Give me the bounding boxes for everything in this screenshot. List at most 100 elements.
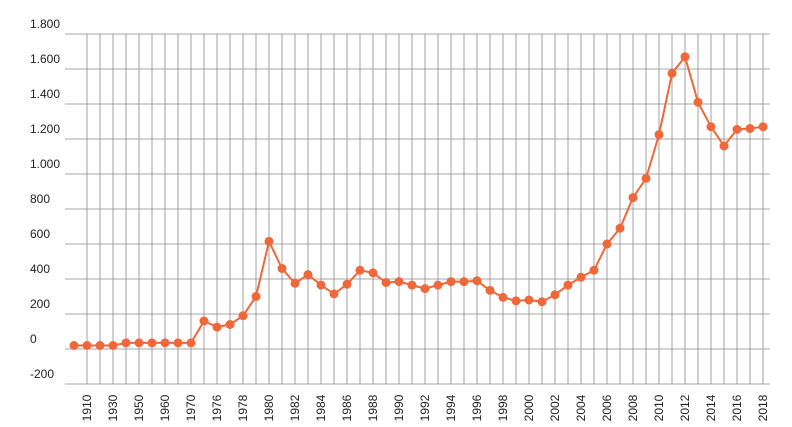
data-point[interactable]: [173, 338, 183, 348]
x-tick-label: 1982: [288, 394, 302, 421]
x-tick-label: 1986: [340, 394, 354, 421]
data-point[interactable]: [303, 270, 313, 280]
data-point[interactable]: [550, 290, 560, 300]
x-tick-label: 1950: [132, 394, 146, 421]
x-tick-label: 2006: [600, 394, 614, 421]
data-point[interactable]: [641, 173, 651, 183]
y-tick-label: -200: [30, 367, 54, 381]
x-axis-tick-labels: 1910 1930 1950 1960 1970 1976 1978 1980 1982 1984…: [80, 394, 770, 421]
y-tick-label: 1.800: [30, 17, 60, 31]
data-point[interactable]: [290, 278, 300, 288]
data-point[interactable]: [394, 277, 404, 287]
y-tick-label: 600: [30, 227, 50, 241]
x-tick-label: 1984: [314, 394, 328, 421]
data-point[interactable]: [511, 296, 521, 306]
y-tick-label: 0: [30, 332, 37, 346]
data-point[interactable]: [693, 97, 703, 107]
data-point[interactable]: [498, 292, 508, 302]
x-tick-label: 2002: [548, 394, 562, 421]
x-tick-label: 2016: [730, 394, 744, 421]
data-point[interactable]: [407, 280, 417, 290]
data-point[interactable]: [69, 341, 79, 350]
x-tick-label: 1996: [470, 394, 484, 421]
y-tick-label: 400: [30, 262, 50, 276]
data-point[interactable]: [225, 320, 235, 329]
x-tick-label: 2008: [626, 394, 640, 421]
x-tick-label: 1980: [262, 394, 276, 421]
data-point[interactable]: [147, 338, 157, 348]
data-point[interactable]: [459, 277, 469, 287]
y-tick-label: 1.400: [30, 87, 60, 101]
data-point[interactable]: [628, 193, 638, 203]
y-tick-label: 1.000: [30, 157, 60, 171]
data-point[interactable]: [251, 292, 261, 301]
x-tick-label: 1998: [496, 394, 510, 421]
data-point[interactable]: [615, 223, 625, 233]
x-tick-label: 2012: [678, 394, 692, 421]
x-tick-label: 1976: [210, 394, 224, 421]
y-tick-label: 1.200: [30, 122, 60, 136]
x-tick-label: 1990: [392, 394, 406, 421]
x-tick-label: 1930: [106, 394, 120, 421]
data-point[interactable]: [563, 280, 573, 290]
data-point[interactable]: [160, 338, 170, 348]
x-tick-label: 1910: [80, 394, 94, 421]
data-point[interactable]: [368, 268, 378, 278]
data-point[interactable]: [537, 297, 547, 307]
data-point[interactable]: [732, 124, 742, 134]
data-point[interactable]: [199, 316, 209, 326]
x-tick-label: 1970: [184, 394, 198, 421]
data-point[interactable]: [667, 68, 677, 78]
data-point[interactable]: [420, 284, 430, 294]
data-point[interactable]: [316, 280, 326, 290]
data-point[interactable]: [238, 311, 248, 321]
data-point[interactable]: [706, 122, 716, 132]
data-point[interactable]: [745, 124, 755, 133]
data-point[interactable]: [576, 272, 586, 282]
data-point[interactable]: [719, 141, 729, 151]
x-tick-label: 2018: [756, 394, 770, 421]
data-point[interactable]: [329, 289, 339, 299]
data-point[interactable]: [433, 280, 443, 290]
y-tick-label: 1.600: [30, 52, 60, 66]
x-tick-label: 1992: [418, 394, 432, 421]
data-point[interactable]: [264, 236, 274, 246]
data-point[interactable]: [524, 295, 534, 305]
data-point[interactable]: [602, 239, 612, 249]
data-point[interactable]: [186, 338, 196, 348]
data-point[interactable]: [680, 52, 690, 62]
data-point[interactable]: [134, 338, 144, 348]
data-point[interactable]: [121, 338, 131, 348]
y-tick-label: 800: [30, 192, 50, 206]
grid: [65, 33, 770, 385]
data-point[interactable]: [277, 264, 287, 273]
data-point[interactable]: [108, 341, 118, 350]
y-axis-tick-labels: -200 0 200 400 600 800 1.000 1.200 1.400 1.600 1.8…: [30, 17, 60, 381]
data-point[interactable]: [95, 341, 105, 350]
data-point[interactable]: [82, 341, 92, 350]
x-tick-label: 1978: [236, 394, 250, 421]
data-point[interactable]: [212, 322, 222, 332]
data-point[interactable]: [758, 122, 768, 132]
x-tick-label: 1988: [366, 394, 380, 421]
data-point[interactable]: [446, 277, 456, 287]
x-tick-label: 1994: [444, 394, 458, 421]
data-point[interactable]: [485, 285, 495, 295]
x-tick-label: 2014: [704, 394, 718, 421]
data-point[interactable]: [654, 130, 664, 140]
data-point[interactable]: [381, 278, 391, 287]
data-point[interactable]: [355, 265, 365, 275]
x-tick-label: 2004: [574, 394, 588, 421]
data-point[interactable]: [589, 265, 599, 275]
x-tick-label: 2000: [522, 394, 536, 421]
x-tick-label: 2010: [652, 394, 666, 421]
series-polyline: [74, 55, 764, 347]
y-tick-label: 200: [30, 297, 50, 311]
data-points: [69, 52, 768, 350]
data-point[interactable]: [472, 276, 482, 286]
x-tick-label: 1960: [158, 394, 172, 421]
data-point[interactable]: [342, 279, 352, 289]
series-line: [74, 55, 764, 347]
